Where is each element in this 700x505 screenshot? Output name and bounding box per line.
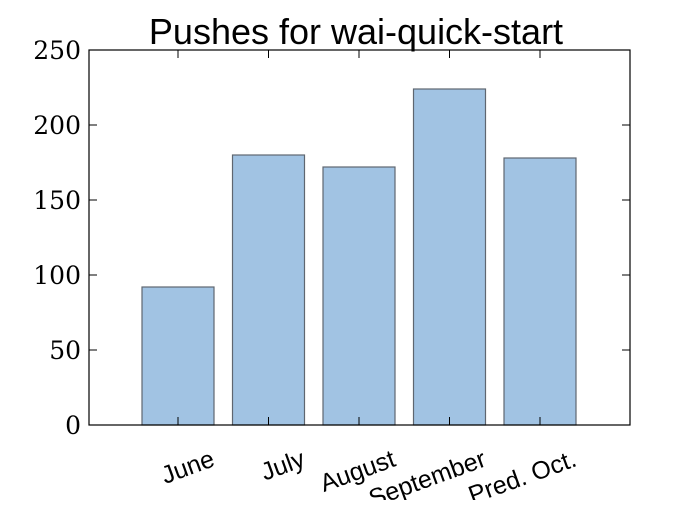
x-tick-label: June [158, 445, 219, 490]
x-tick-label: July [257, 445, 309, 487]
bar-september [412, 88, 487, 426]
bars-layer [141, 88, 577, 426]
y-tick-label: 250 [33, 36, 81, 65]
y-tick-label: 100 [33, 261, 81, 290]
bar-june [141, 286, 215, 426]
ticks-layer [89, 49, 630, 426]
bar-pred-oct [503, 157, 577, 426]
y-tick-label: 0 [65, 411, 81, 440]
bar-july [231, 154, 306, 426]
y-tick-labels: 0 50 100 150 200 250 [33, 36, 81, 440]
y-tick-label: 50 [49, 336, 81, 365]
chart-title: Pushes for wai-quick-start [149, 11, 563, 52]
bar-august [322, 166, 396, 426]
y-tick-label: 200 [33, 111, 81, 140]
y-tick-label: 150 [33, 186, 81, 215]
